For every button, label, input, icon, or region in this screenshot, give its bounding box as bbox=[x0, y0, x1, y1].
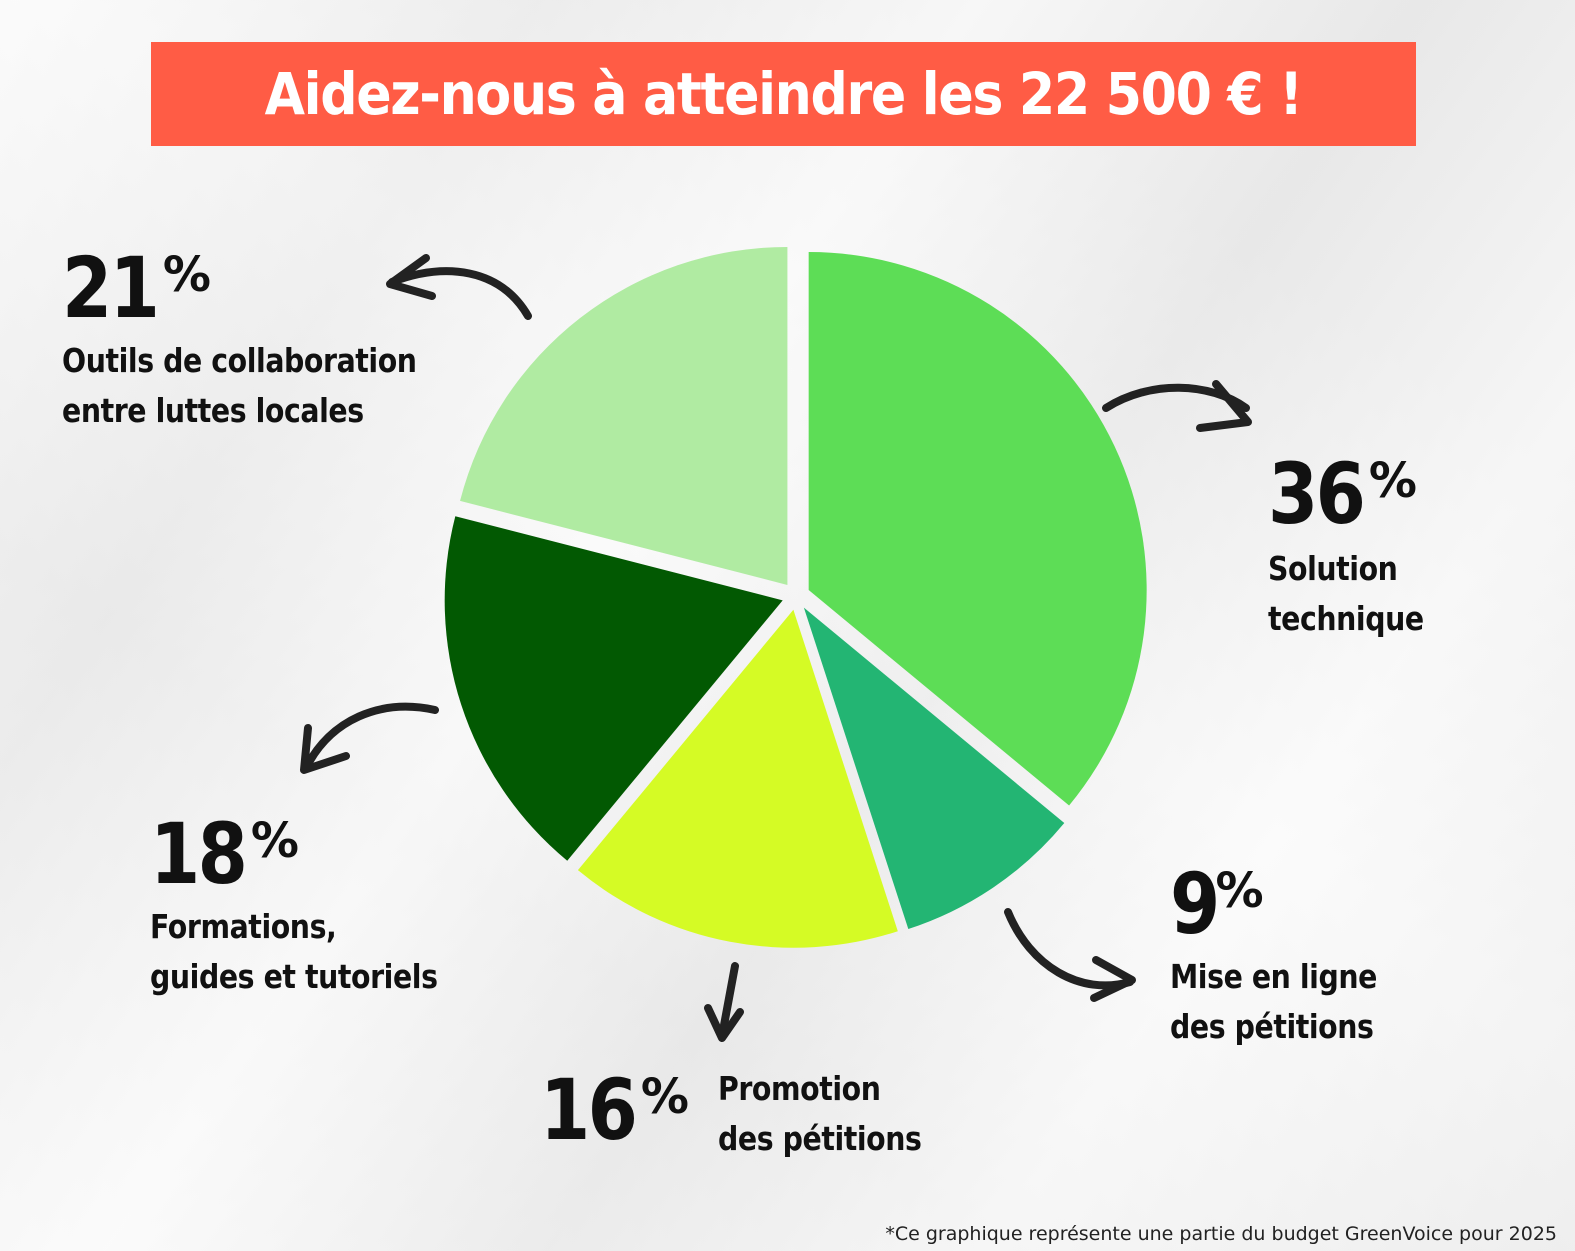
pie-slice-promotion-des-p-titions bbox=[577, 609, 898, 948]
pie-slice-mise-en-ligne-des-p-titions bbox=[803, 607, 1065, 930]
pie-slice-formations-guides-et-tutoriels bbox=[444, 516, 783, 861]
legend-promotion-line1: Promotion bbox=[718, 1069, 881, 1108]
label-solution-technique: 36% Solution technique bbox=[1268, 452, 1449, 644]
label-outils: 21% Outils de collaboration entre luttes… bbox=[62, 246, 474, 436]
value-label-mise-en-ligne: 9% bbox=[1170, 855, 1264, 953]
pie-slice-outils-de-collaboration-entre-luttes-locales bbox=[460, 246, 788, 585]
chart-title: Aidez-nous à atteindre les 22 500 € ! bbox=[264, 60, 1303, 128]
legend-mise-line1: Mise en ligne bbox=[1170, 957, 1377, 996]
title-banner: Aidez-nous à atteindre les 22 500 € ! bbox=[151, 42, 1416, 146]
label-mise-en-ligne: 9% Mise en ligne des pétitions bbox=[1170, 862, 1411, 1052]
legend-promotion-line2: des pétitions bbox=[718, 1119, 922, 1158]
arrow-mise-en-ligne bbox=[1004, 908, 1136, 1002]
legend-outils-line1: Outils de collaboration bbox=[62, 341, 417, 380]
arrow-solution-technique bbox=[1102, 380, 1252, 432]
arrow-outils bbox=[386, 254, 532, 320]
pie-slices bbox=[444, 246, 1147, 948]
value-label-formations: 18% bbox=[150, 805, 299, 903]
label-formations: 18% Formations, guides et tutoriels bbox=[150, 812, 484, 1002]
legend-outils-line2: entre luttes locales bbox=[62, 391, 364, 430]
value-label-promotion: 16% bbox=[540, 1061, 689, 1159]
legend-mise-line2: des pétitions bbox=[1170, 1007, 1374, 1046]
label-promotion-value: 16% bbox=[540, 1068, 689, 1152]
label-promotion: Promotion des pétitions bbox=[718, 1064, 955, 1164]
pie-slice-solution-technique bbox=[808, 252, 1147, 806]
legend-formations-line2: guides et tutoriels bbox=[150, 957, 438, 996]
arrow-formations bbox=[300, 702, 439, 774]
legend-solution-line1: Solution bbox=[1268, 549, 1398, 588]
value-label-solution-technique: 36% bbox=[1268, 445, 1417, 543]
footnote: *Ce graphique représente une partie du b… bbox=[885, 1223, 1557, 1245]
arrow-promotion bbox=[704, 962, 744, 1042]
legend-solution-line2: technique bbox=[1268, 599, 1424, 638]
callout-arrows bbox=[300, 254, 1252, 1042]
value-label-outils: 21% bbox=[62, 239, 211, 337]
legend-formations-line1: Formations, bbox=[150, 907, 337, 946]
